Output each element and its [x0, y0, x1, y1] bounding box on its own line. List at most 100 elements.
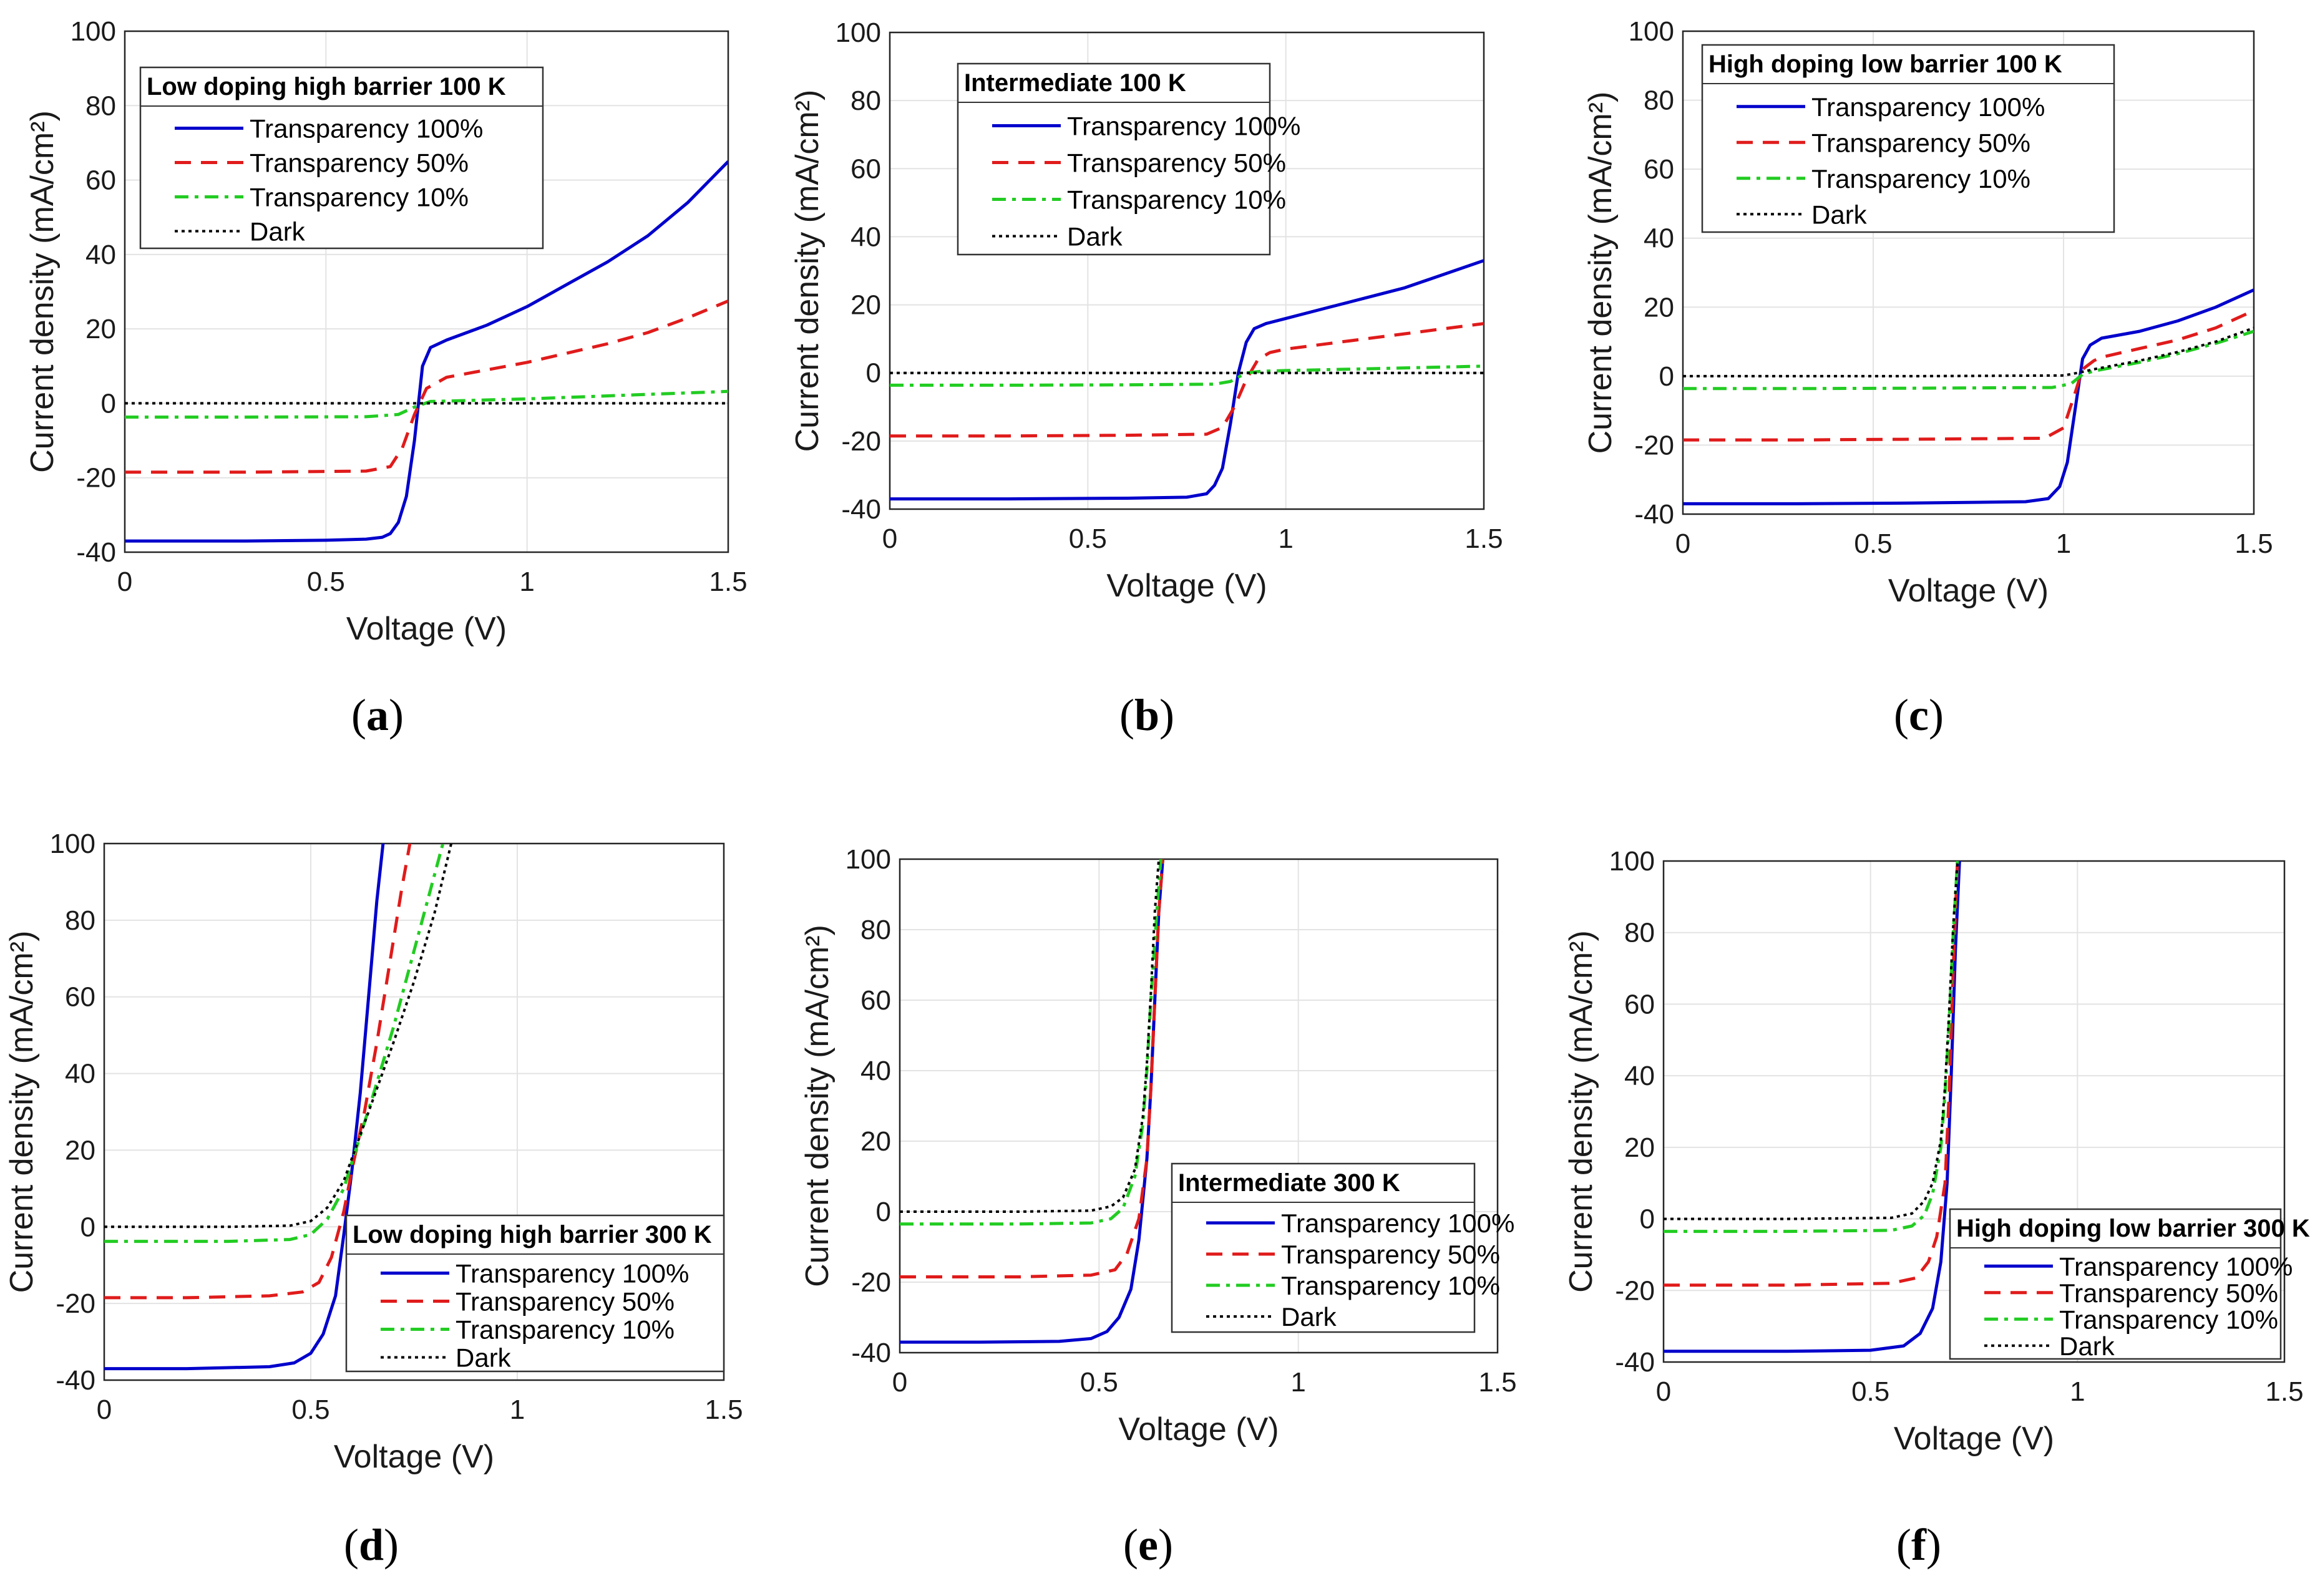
panel-label: (c): [1894, 690, 1944, 740]
series-line-transparency-100-: [1683, 288, 2254, 505]
x-tick-label: 0: [882, 523, 897, 554]
x-tick-label: 0: [892, 1367, 907, 1398]
y-axis-label: Current density (mA/cm²): [4, 931, 40, 1293]
series-line-transparency-10-: [900, 859, 1162, 1226]
y-axis-label: Current density (mA/cm²): [24, 110, 61, 473]
y-tick-label: -40: [76, 537, 116, 568]
y-tick-label: 0: [876, 1197, 891, 1227]
x-tick-label: 1: [510, 1394, 525, 1425]
series-group: [104, 844, 453, 1371]
legend-entry: Transparency 50%: [456, 1287, 675, 1316]
y-tick-label: 20: [1644, 292, 1674, 323]
legend-box: [957, 62, 1271, 256]
legend-entry: Transparency 100%: [2059, 1252, 2293, 1281]
y-tick-label: -20: [56, 1288, 95, 1319]
legend-entry: Transparency 10%: [1281, 1271, 1500, 1300]
legend-entry: Transparency 100%: [456, 1259, 689, 1288]
legend: High doping low barrier 100 K Transparenc…: [1701, 44, 2115, 233]
legend-entry: Transparency 10%: [1811, 164, 2030, 193]
x-axis-label: Voltage (V): [334, 1439, 494, 1475]
y-tick-label: 100: [846, 844, 891, 875]
y-tick-label: 80: [1644, 85, 1674, 116]
x-tick-label: 0.5: [1080, 1367, 1118, 1398]
series-group: [125, 160, 728, 543]
x-tick-label: 1.5: [704, 1394, 743, 1425]
chart-panel-a: 0 0.5 1 1.5 -40 -20 0 20 40 60 80 100 Voltage (V) Cur…: [24, 16, 748, 647]
y-tick-label: 60: [85, 165, 116, 196]
axes-frame: [124, 30, 729, 553]
legend-entry: Transparency 10%: [2059, 1305, 2278, 1334]
legend-title: Intermediate 100 K: [964, 69, 1186, 97]
series-line-transparency-50-: [900, 859, 1164, 1278]
panel-label: (a): [351, 690, 404, 740]
legend-entry: Dark: [2059, 1331, 2115, 1361]
y-tick-label: -20: [76, 463, 116, 494]
y-tick-label: -20: [851, 1267, 891, 1298]
legend-box: [345, 1214, 725, 1373]
y-tick-label: 100: [50, 829, 95, 859]
x-axis-label: Voltage (V): [1118, 1411, 1279, 1448]
series-line-transparency-50-: [890, 322, 1484, 438]
legend-entry: Transparency 50%: [2059, 1278, 2278, 1308]
series-line-dark: [1683, 326, 2254, 377]
y-tick-label: 40: [1624, 1061, 1655, 1091]
x-tick-label: 1: [519, 567, 534, 597]
legend-entry: Dark: [250, 217, 306, 246]
legend-title: Low doping high barrier 300 K: [353, 1221, 712, 1248]
y-axis-label: Current density (mA/cm²): [799, 925, 836, 1287]
legend-entry: Transparency 50%: [1281, 1240, 1500, 1269]
x-tick-label: 0: [117, 567, 132, 597]
series-line-transparency-10-: [1683, 329, 2254, 391]
x-tick-label: 0.5: [307, 567, 345, 597]
legend-box: [1171, 1162, 1476, 1333]
legend-entry: Transparency 10%: [250, 183, 469, 212]
series-line-dark: [1664, 861, 1959, 1220]
x-tick-label: 0.5: [1069, 523, 1107, 554]
chart-panel-f: 0 0.5 1 1.5 -40 -20 0 20 40 60 80 100 Voltage (V) Cur…: [1563, 846, 2310, 1457]
legend-box: [1949, 1208, 2282, 1360]
y-axis-label: Current density (mA/cm²): [1563, 930, 1599, 1293]
axes-frame: [103, 842, 725, 1381]
axes-frame: [889, 31, 1485, 510]
x-axis-label: Voltage (V): [1888, 573, 2049, 609]
series-line-transparency-10-: [1664, 861, 1959, 1233]
y-tick-label: 80: [85, 90, 116, 121]
y-tick-label: 20: [1624, 1132, 1655, 1163]
series-line-transparency-10-: [890, 364, 1484, 387]
x-tick-label: 0: [1675, 528, 1690, 559]
y-tick-label: 60: [65, 982, 95, 1013]
y-tick-label: 0: [1659, 361, 1674, 392]
x-tick-label: 0.5: [1854, 528, 1892, 559]
legend-title: Low doping high barrier 100 K: [147, 73, 506, 100]
y-tick-label: -20: [1615, 1275, 1655, 1306]
y-tick-label: 100: [1609, 846, 1655, 877]
y-tick-label: 100: [1629, 16, 1674, 47]
series-line-transparency-100-: [104, 844, 385, 1371]
x-tick-label: 1: [1278, 523, 1293, 554]
series-group: [900, 859, 1164, 1344]
x-tick-label: 1: [2056, 528, 2071, 559]
legend-entry: Transparency 100%: [1067, 112, 1300, 141]
legend-entry: Dark: [1811, 200, 1868, 229]
x-axis-label: Voltage (V): [346, 611, 507, 647]
legend-title: High doping low barrier 100 K: [1708, 51, 2062, 78]
series-line-transparency-50-: [104, 844, 412, 1300]
x-tick-label: 1.5: [2235, 528, 2273, 559]
axes-frame: [1662, 860, 2286, 1363]
series-line-transparency-50-: [125, 299, 728, 474]
x-tick-label: 1: [2070, 1376, 2085, 1407]
series-line-dark: [104, 844, 453, 1229]
series-group: [1664, 861, 1961, 1353]
y-tick-label: 0: [80, 1212, 95, 1242]
y-tick-label: 0: [866, 358, 881, 389]
y-tick-label: 80: [1624, 918, 1655, 948]
series-line-transparency-10-: [104, 844, 445, 1243]
legend-entry: Transparency 100%: [1811, 92, 2045, 122]
series-group: [890, 259, 1484, 501]
x-tick-label: 1.5: [709, 567, 747, 597]
y-tick-label: 40: [860, 1056, 891, 1086]
series-line-dark: [900, 859, 1161, 1213]
y-tick-label: -20: [1634, 430, 1674, 460]
